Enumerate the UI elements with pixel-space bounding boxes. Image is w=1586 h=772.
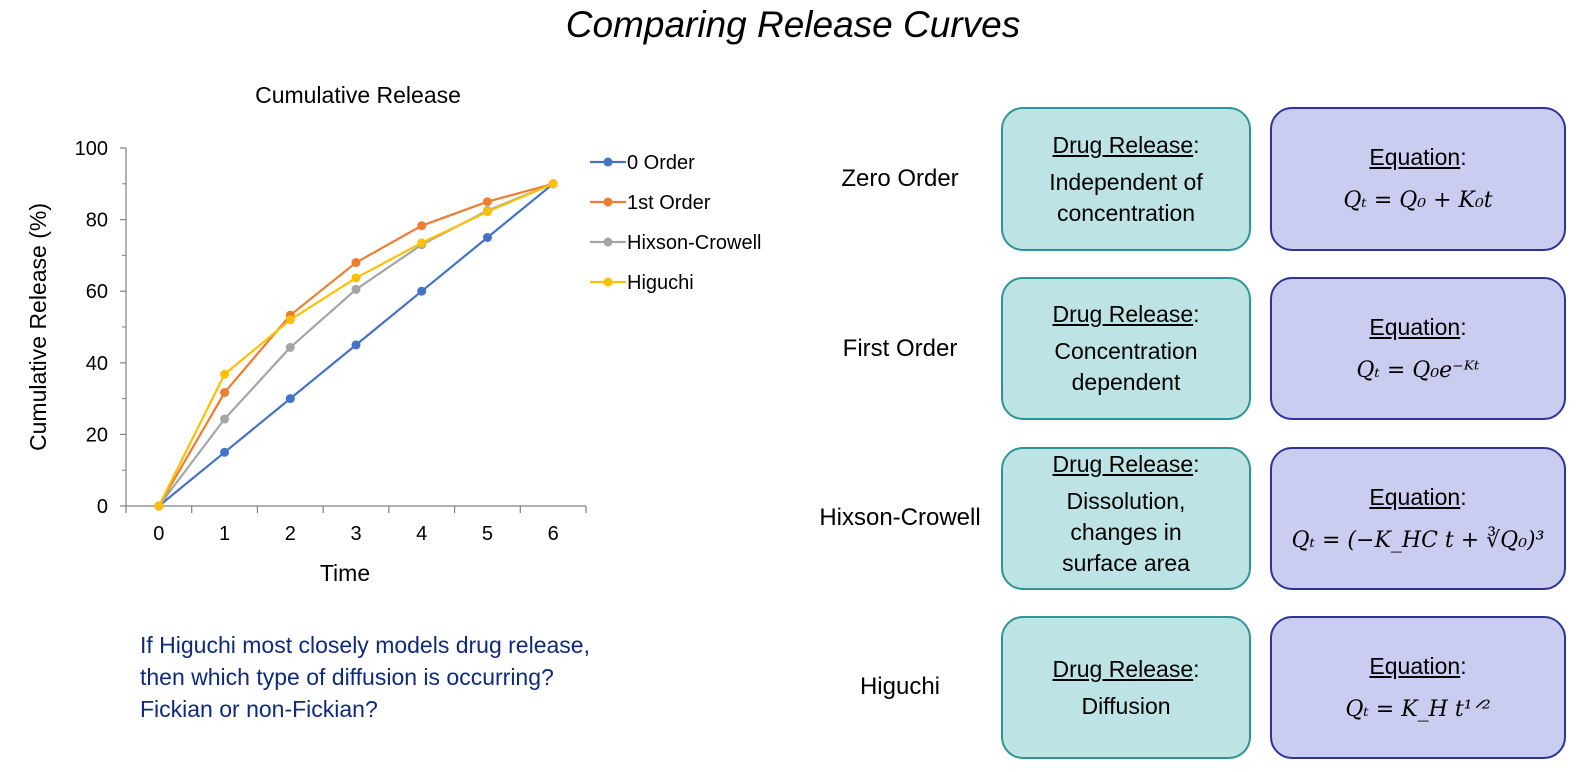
data-point	[220, 388, 230, 398]
data-point	[351, 284, 361, 294]
y-tick-label: 60	[86, 281, 108, 303]
equation-text: Qₜ = (−K_HC t + ∛Q₀)³	[1291, 527, 1545, 553]
x-tick-label: 4	[416, 523, 427, 545]
legend-label: Higuchi	[627, 272, 694, 294]
equation-text: Qₜ = Q₀ + K₀t	[1343, 188, 1493, 213]
x-tick-label: 0	[153, 523, 164, 545]
y-tick-label: 40	[86, 353, 108, 375]
model-label-higuchi: Higuchi	[859, 673, 941, 700]
equation-text: Qₜ = K_H t¹ᐟ²	[1345, 696, 1491, 722]
release-box-zero-order: Drug Release: Independent of concentrati…	[1001, 107, 1251, 251]
chart-title: Cumulative Release	[255, 82, 461, 108]
equation-heading: Equation	[1369, 483, 1461, 510]
x-tick-label: 1	[219, 523, 230, 545]
release-text: Concentration	[1054, 338, 1198, 364]
equation-text: Qₜ = Q₀e⁻ᴷᵗ	[1356, 357, 1480, 383]
data-point	[220, 369, 230, 379]
release-text: Dissolution,	[1066, 488, 1186, 514]
release-box-first-order: Drug Release: Concentration dependent	[1001, 277, 1251, 420]
x-tick-label: 6	[548, 523, 559, 545]
legend-marker	[603, 277, 613, 287]
release-heading: Drug Release	[1052, 451, 1194, 477]
question-line: Fickian or non-Fickian?	[140, 696, 378, 722]
equation-box-hixson-crowell: Equation: Qₜ = (−K_HC t + ∛Q₀)³	[1270, 447, 1566, 590]
release-heading: Drug Release	[1052, 131, 1194, 158]
release-box-hixson-crowell: Drug Release: Dissolution, changes in su…	[1001, 447, 1251, 590]
equation-box-higuchi: Equation: Qₜ = K_H t¹ᐟ²	[1270, 616, 1566, 759]
release-heading: Drug Release	[1052, 301, 1194, 327]
equation-box-zero-order: Equation: Qₜ = Q₀ + K₀t	[1270, 107, 1566, 251]
data-point	[417, 221, 427, 231]
question-text: If Higuchi most closely models drug rele…	[140, 629, 740, 725]
equation-heading: Equation	[1369, 313, 1461, 340]
data-point	[351, 340, 361, 350]
model-label-hixson-crowell: Hixson-Crowell	[819, 504, 981, 531]
data-point	[220, 414, 230, 424]
release-text: surface area	[1062, 550, 1190, 576]
x-tick-label: 5	[482, 523, 493, 545]
data-point	[548, 179, 558, 189]
release-box-higuchi: Drug Release: Diffusion	[1001, 616, 1251, 759]
y-tick-label: 0	[97, 496, 108, 518]
legend-marker	[603, 157, 613, 167]
equation-box-first-order: Equation: Qₜ = Q₀e⁻ᴷᵗ	[1270, 277, 1566, 420]
legend-label: Hixson-Crowell	[627, 232, 761, 254]
data-point	[351, 273, 361, 283]
y-tick-label: 20	[86, 424, 108, 446]
legend-marker	[603, 237, 613, 247]
page-title: Comparing Release Curves	[565, 4, 1021, 45]
x-tick-label: 3	[350, 523, 361, 545]
data-point	[417, 238, 427, 248]
y-tick-label: 80	[86, 210, 108, 232]
x-tick-label: 2	[285, 523, 296, 545]
data-point	[220, 447, 230, 457]
data-point	[482, 233, 492, 242]
data-point	[285, 342, 295, 352]
question-line: If Higuchi most closely models drug rele…	[140, 632, 590, 658]
release-text: Diffusion	[1081, 692, 1171, 719]
data-point	[285, 315, 295, 325]
legend-label: 0 Order	[627, 152, 695, 174]
legend-marker	[603, 197, 613, 207]
data-point	[482, 207, 492, 217]
y-tick-label: 100	[75, 138, 108, 160]
x-axis-label: Time	[320, 560, 370, 586]
legend-label: 1st Order	[627, 192, 711, 214]
release-chart: Cumulative Release 0 20 40 60 80 100 0 1 2 3 4 5 6 0…	[25, 82, 761, 586]
release-text: changes in	[1070, 519, 1182, 545]
data-point	[417, 286, 427, 296]
equation-heading: Equation	[1369, 652, 1461, 679]
data-point	[351, 258, 361, 268]
equation-heading: Equation	[1369, 144, 1461, 170]
data-point	[154, 501, 164, 511]
data-point	[482, 197, 492, 207]
release-text: concentration	[1056, 199, 1196, 226]
release-heading: Drug Release	[1052, 655, 1194, 682]
release-text: dependent	[1071, 369, 1181, 395]
release-text: Independent of	[1049, 168, 1203, 195]
question-line: then which type of diffusion is occurrin…	[140, 664, 554, 690]
model-label-zero-order: Zero Order	[841, 165, 959, 192]
model-label-first-order: First Order	[842, 335, 958, 362]
y-axis-label: Cumulative Release (%)	[25, 203, 51, 451]
data-point	[285, 394, 295, 404]
